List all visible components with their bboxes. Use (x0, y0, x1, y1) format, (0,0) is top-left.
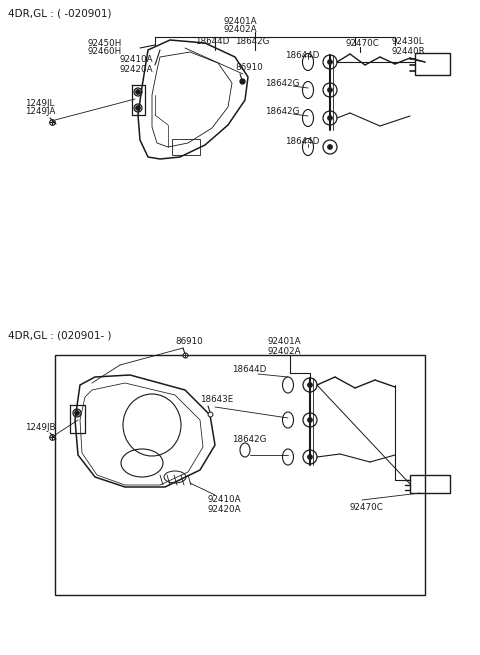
Text: 92470C: 92470C (345, 39, 379, 48)
Text: 92401A: 92401A (223, 16, 257, 26)
Text: 86910: 86910 (175, 337, 203, 346)
Circle shape (135, 105, 141, 111)
Circle shape (327, 60, 333, 64)
Text: 92402A: 92402A (268, 346, 301, 356)
Circle shape (327, 88, 333, 92)
Text: 92410A: 92410A (120, 56, 154, 64)
Circle shape (135, 90, 141, 94)
Circle shape (308, 383, 312, 388)
Circle shape (308, 417, 312, 422)
Text: 4DR,GL : (020901- ): 4DR,GL : (020901- ) (8, 330, 111, 340)
Text: 18644D: 18644D (285, 50, 319, 60)
Text: 92420A: 92420A (120, 64, 154, 73)
Circle shape (74, 411, 80, 415)
Text: 92450H: 92450H (87, 39, 121, 48)
Text: 18644D: 18644D (232, 365, 266, 375)
Text: 18642G: 18642G (235, 37, 269, 47)
Text: 1249JA: 1249JA (25, 107, 55, 117)
Circle shape (327, 115, 333, 121)
Text: 92410A: 92410A (208, 495, 241, 504)
Text: 92420A: 92420A (208, 504, 241, 514)
Text: 18643E: 18643E (200, 396, 233, 405)
Text: 92440R: 92440R (392, 47, 426, 56)
Text: 92402A: 92402A (223, 26, 257, 35)
Text: 92430L: 92430L (392, 37, 425, 47)
Text: 92470C: 92470C (350, 502, 384, 512)
Text: 18644D: 18644D (195, 37, 229, 47)
Text: 92460H: 92460H (87, 48, 121, 56)
Text: 4DR,GL : ( -020901): 4DR,GL : ( -020901) (8, 9, 111, 19)
Text: 18644D: 18644D (285, 138, 319, 147)
Text: 1249JL: 1249JL (25, 98, 54, 107)
Text: 18642G: 18642G (265, 107, 300, 117)
Text: 1249JB: 1249JB (25, 422, 56, 432)
Circle shape (308, 455, 312, 460)
Circle shape (327, 145, 333, 149)
Text: 86910: 86910 (235, 64, 263, 73)
Text: 18642G: 18642G (265, 79, 300, 88)
Text: 92401A: 92401A (268, 337, 301, 346)
Text: 18642G: 18642G (232, 436, 266, 445)
